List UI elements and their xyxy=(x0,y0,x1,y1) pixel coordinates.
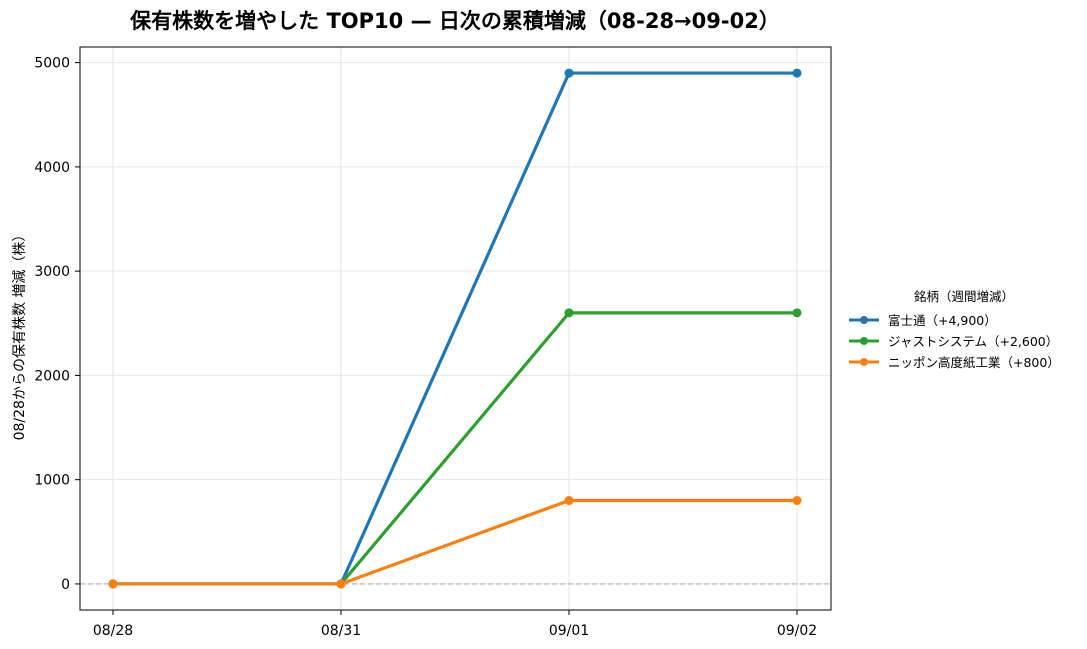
y-tick-label: 1000 xyxy=(34,473,70,489)
y-tick-label: 4000 xyxy=(34,160,70,176)
data-point xyxy=(564,308,574,318)
y-tick-label: 0 xyxy=(61,577,70,593)
axes: 08/28 08/31 09/01 09/02 0 1000 2000 3000 4000 500… xyxy=(34,56,817,639)
y-tick-label: 5000 xyxy=(34,56,70,72)
legend-items: 富士通（+4,900） ジャストシステム（+2,600） ニッポン高度紙工業（+80… xyxy=(846,309,1082,372)
data-point xyxy=(792,308,802,318)
legend-title: 銘柄（週間増減） xyxy=(913,289,1014,304)
x-tick-label: 09/01 xyxy=(549,623,589,639)
x-tick-label: 09/02 xyxy=(777,623,817,639)
x-tick-label: 08/28 xyxy=(93,623,133,639)
data-point xyxy=(792,496,802,506)
legend-label: 富士通（+4,900） xyxy=(888,313,997,328)
legend: 銘柄（週間増減） 富士通（+4,900） ジャストシステム（+2,600） ニッポン… xyxy=(846,286,1082,372)
series-lines xyxy=(108,68,802,589)
grid-lines xyxy=(80,47,831,610)
legend-swatch xyxy=(849,336,879,345)
x-tick-label: 08/31 xyxy=(321,623,361,639)
legend-label: ジャストシステム（+2,600） xyxy=(888,334,1059,349)
data-point xyxy=(108,579,118,589)
legend-item: ニッポン高度紙工業（+800） xyxy=(846,351,1082,372)
chart-title: 保有株数を増やした TOP10 — 日次の累積増減（08-28→09-02） xyxy=(130,9,780,33)
legend-swatch-marker xyxy=(860,357,868,366)
data-point xyxy=(564,68,574,78)
legend-swatch xyxy=(849,357,879,366)
y-axis-label: 08/28からの保有株数 増減（株） xyxy=(11,228,28,441)
y-tick-label: 2000 xyxy=(34,368,70,384)
y-tick-label: 3000 xyxy=(34,264,70,280)
legend-item: ジャストシステム（+2,600） xyxy=(846,330,1082,351)
plot-frame xyxy=(79,46,832,611)
data-point xyxy=(336,579,346,589)
series-line xyxy=(111,498,799,586)
legend-swatch-marker xyxy=(860,315,868,324)
legend-item: 富士通（+4,900） xyxy=(846,309,1082,330)
legend-swatch-marker xyxy=(860,336,868,345)
legend-label: ニッポン高度紙工業（+800） xyxy=(888,355,1060,370)
data-point xyxy=(792,68,802,78)
data-point xyxy=(564,496,574,506)
legend-swatch xyxy=(849,315,879,324)
series-line xyxy=(111,71,799,586)
